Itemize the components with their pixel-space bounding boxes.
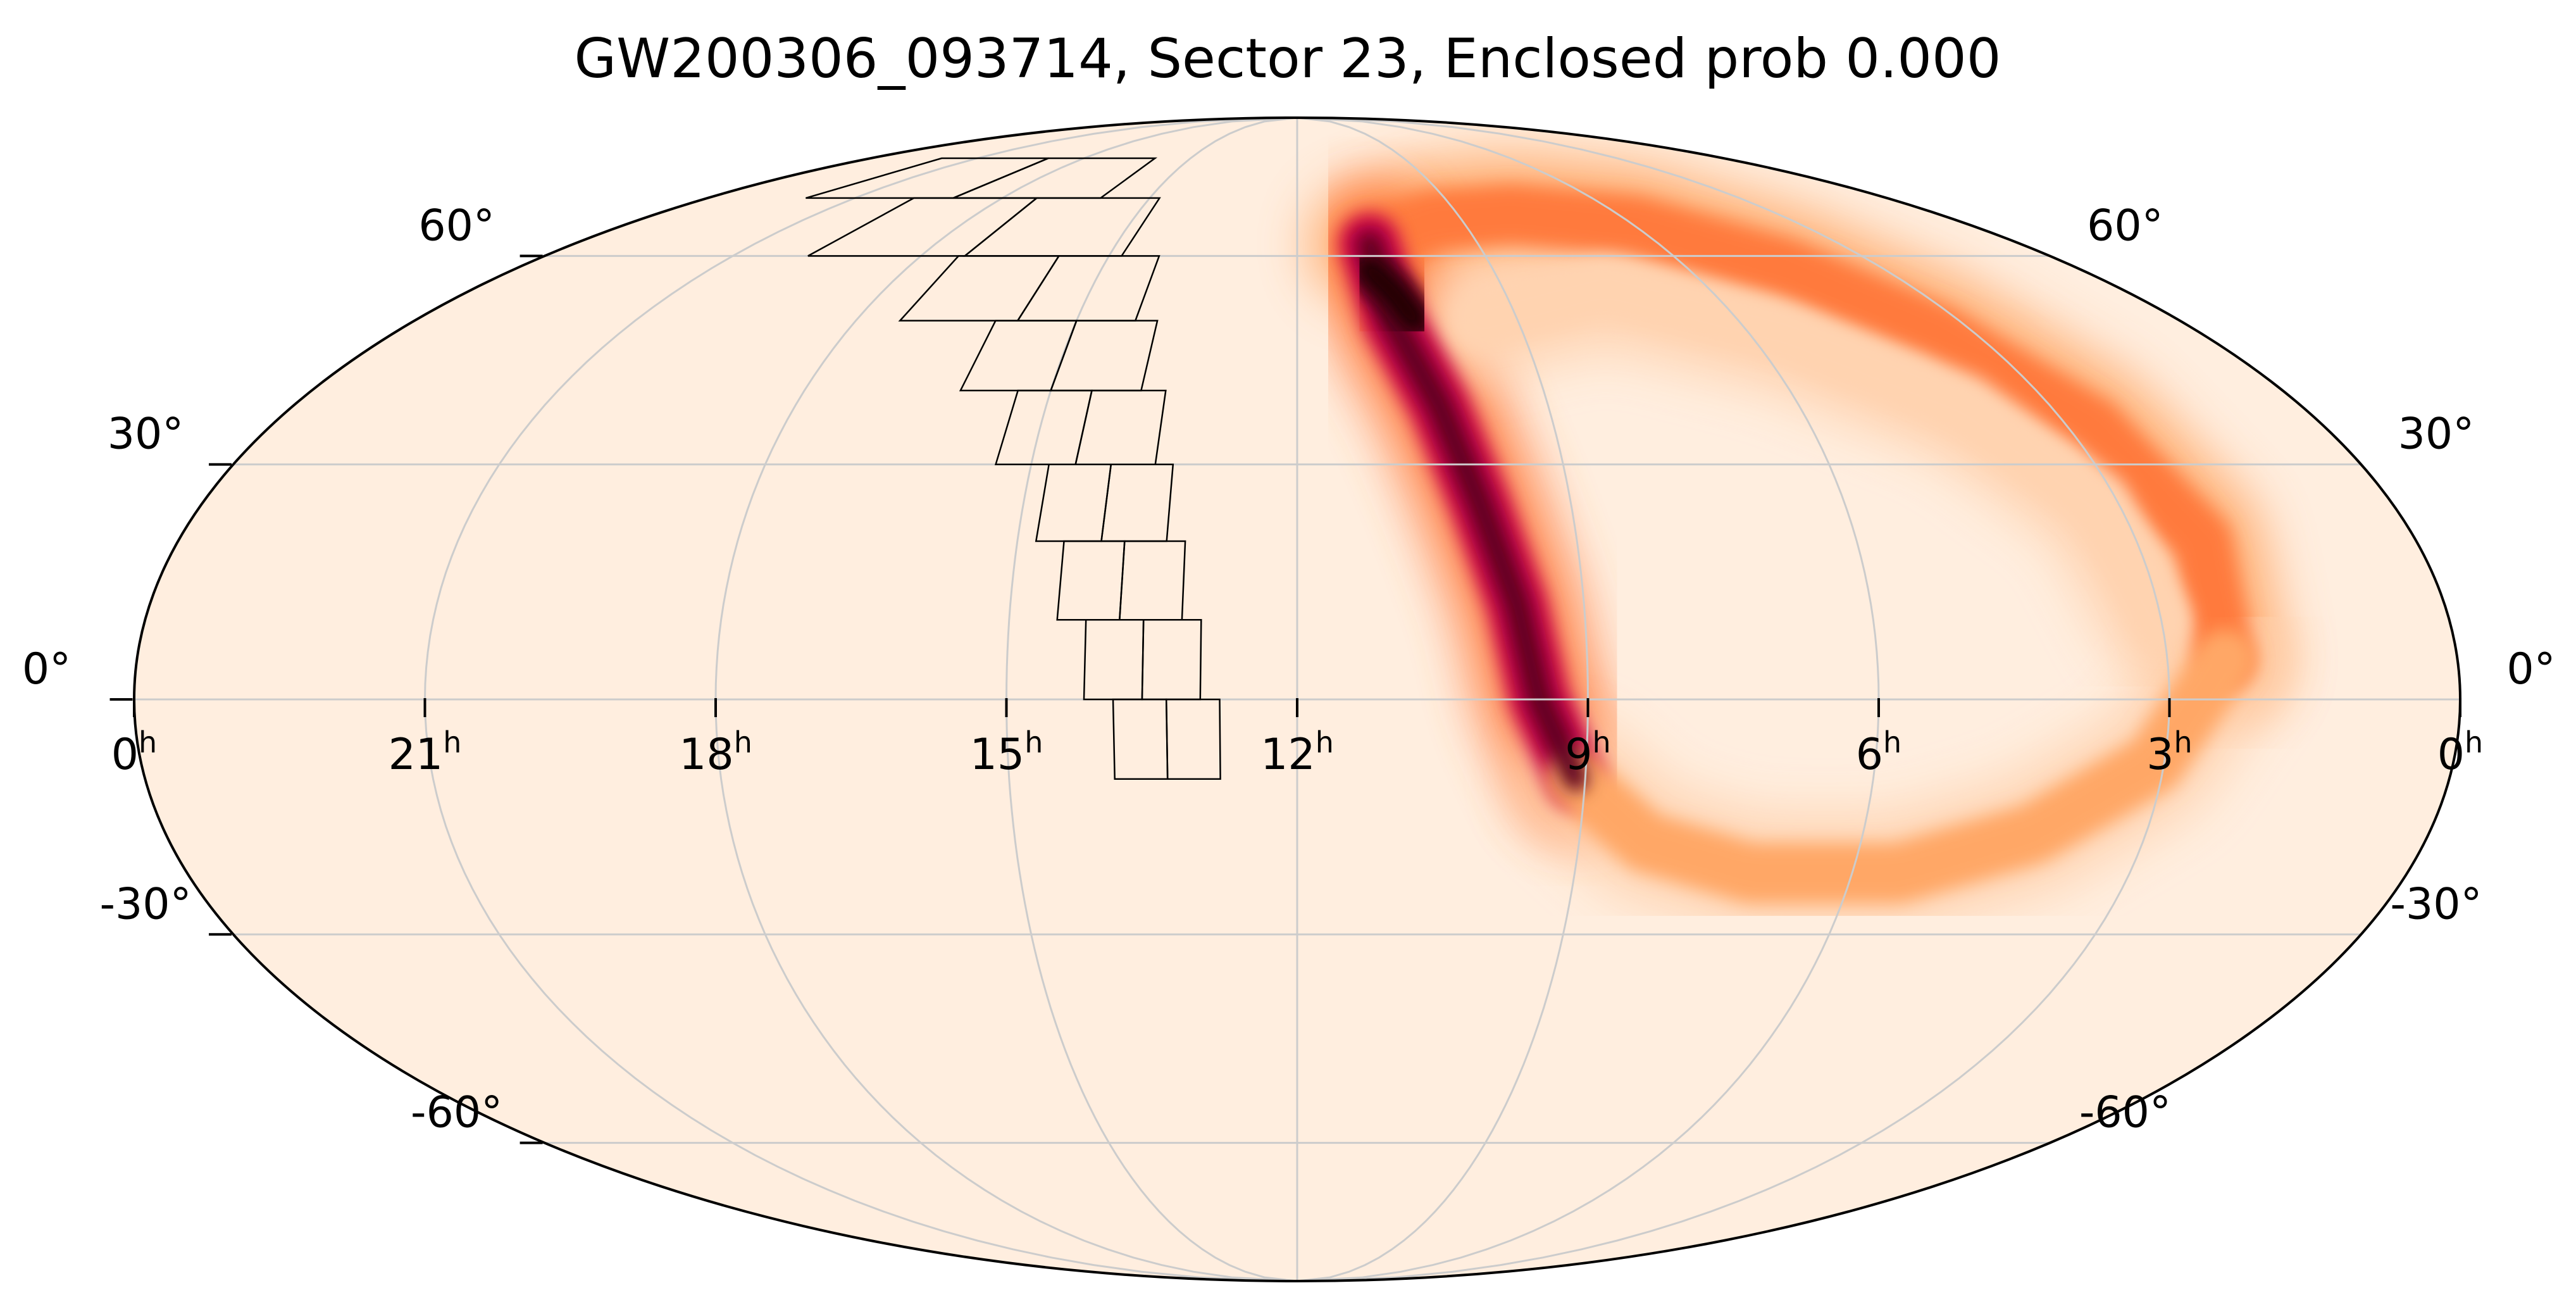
ra-label: 6h bbox=[1856, 725, 1901, 780]
dec-label-right: -30° bbox=[2390, 879, 2482, 929]
ra-label: 0h bbox=[2437, 725, 2483, 780]
ccd-tile bbox=[806, 157, 1049, 199]
ra-label: 9h bbox=[1565, 725, 1610, 780]
prob-core-peak bbox=[1356, 256, 1428, 334]
ra-label: 0h bbox=[111, 725, 157, 780]
ra-label: 3h bbox=[2146, 725, 2192, 780]
dec-label-right: 0° bbox=[2506, 644, 2555, 694]
ra-label: 18h bbox=[679, 725, 752, 780]
axis-labels: 0h 21h 18h 15h 12h 9h 6h 3h 0h 60° 30° 0° -30° -60° 60… bbox=[22, 201, 2556, 1137]
prob-band-inner-haze bbox=[1451, 257, 2191, 650]
axis-ticks bbox=[109, 254, 2461, 1144]
dec-label-left: 0° bbox=[22, 644, 71, 694]
tess-footprint bbox=[806, 157, 1221, 780]
ra-label: 15h bbox=[970, 725, 1043, 780]
dec-label-right: -60° bbox=[2079, 1088, 2171, 1138]
dec-label-left: 60° bbox=[418, 201, 495, 251]
dec-label-left: 30° bbox=[108, 410, 184, 460]
prob-band-south-arc bbox=[1545, 629, 2256, 903]
ra-label: 21h bbox=[389, 725, 462, 780]
dec-label-left: -30° bbox=[100, 879, 192, 929]
dec-label-right: 60° bbox=[2087, 201, 2163, 251]
dec-label-right: 30° bbox=[2398, 410, 2475, 460]
map-title: GW200306_093714, Sector 23, Enclosed pro… bbox=[575, 27, 2001, 91]
ra-label: 12h bbox=[1260, 725, 1334, 780]
dec-label-left: -60° bbox=[411, 1088, 502, 1138]
